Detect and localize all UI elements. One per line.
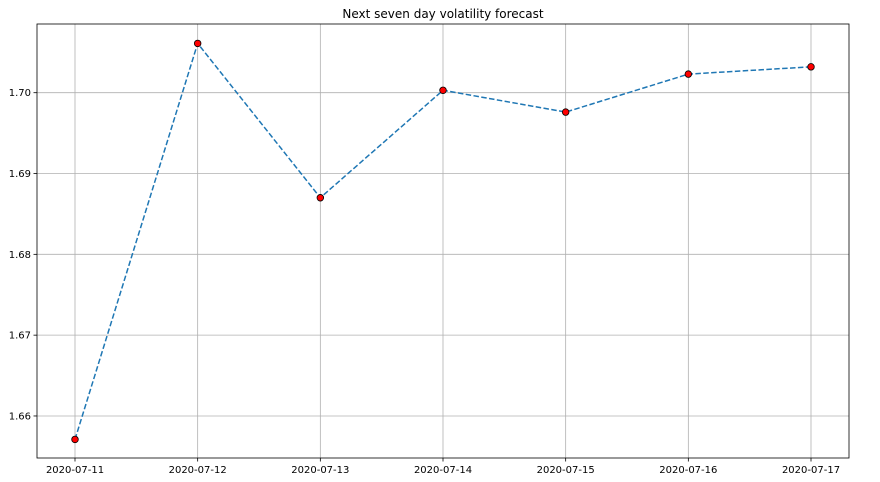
- y-tick-label: 1.67: [9, 331, 31, 342]
- data-point: [193, 39, 202, 48]
- data-point: [439, 86, 447, 94]
- data-point: [807, 63, 815, 71]
- x-tick-label: 2020-07-15: [537, 465, 595, 476]
- chart-title: Next seven day volatility forecast: [342, 7, 543, 21]
- x-tick-label: 2020-07-11: [46, 465, 104, 476]
- x-tick-label: 2020-07-16: [659, 465, 717, 476]
- x-tick-label: 2020-07-13: [291, 465, 349, 476]
- x-tick-label: 2020-07-12: [169, 465, 227, 476]
- data-point: [561, 108, 570, 116]
- axes-layer: 2020-07-11 2020-07-12 2020-07-13 2020-07-14…: [9, 23, 850, 476]
- x-tick-label: 2020-07-17: [782, 465, 840, 476]
- grid-layer: [37, 24, 849, 458]
- series-layer: [71, 39, 815, 444]
- y-tick-label: 1.69: [9, 169, 31, 180]
- data-point: [684, 70, 693, 78]
- data-point: [71, 435, 79, 444]
- y-tick-label: 1.66: [9, 411, 31, 422]
- y-tick-label: 1.68: [9, 250, 31, 261]
- data-point: [316, 194, 325, 202]
- y-tick-label: 1.70: [9, 88, 31, 99]
- x-tick-label: 2020-07-14: [414, 465, 472, 476]
